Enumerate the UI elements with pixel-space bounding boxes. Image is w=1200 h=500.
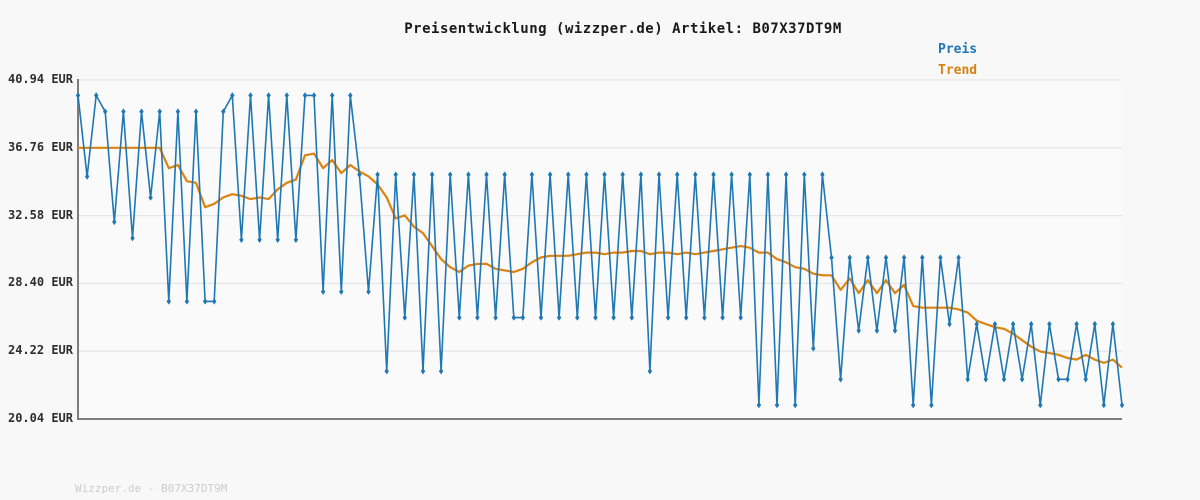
- legend-item-preis: Preis: [938, 42, 978, 57]
- y-axis-tick-label: 32.58 EUR: [7, 207, 73, 222]
- price-line: [77, 92, 1123, 406]
- chart-title: Preisentwicklung (wizzper.de) Artikel: B…: [404, 21, 842, 37]
- watermark-text: Wizzper.de - B07X37DT9M: [75, 482, 228, 495]
- chart-legend: Preis Trend: [938, 39, 977, 81]
- y-axis-tick-label: 40.94 EUR: [7, 72, 73, 86]
- legend-item-trend: Trend: [938, 63, 978, 78]
- y-axis-tick-label: 28.40 EUR: [7, 275, 73, 290]
- y-axis-tick-label: 20.04 EUR: [7, 411, 73, 425]
- y-axis-tick-label: 24.22 EUR: [7, 343, 73, 358]
- y-axis-tick-label: 36.76 EUR: [7, 139, 73, 154]
